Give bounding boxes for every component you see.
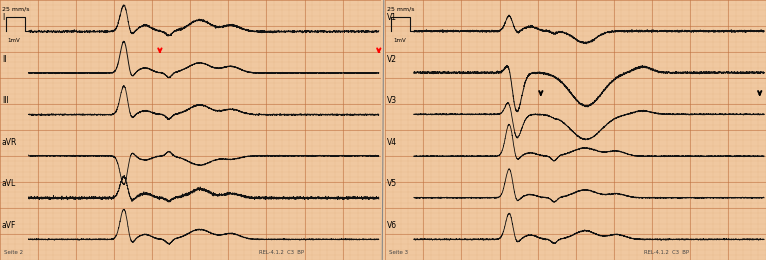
Text: V5: V5	[387, 179, 398, 188]
Text: aVL: aVL	[2, 179, 16, 188]
Text: 1mV: 1mV	[8, 38, 21, 43]
Text: REL-4.1.2  C3  BP: REL-4.1.2 C3 BP	[644, 250, 689, 255]
Text: V3: V3	[387, 96, 398, 105]
Text: Seite 2: Seite 2	[4, 250, 23, 255]
Text: V6: V6	[387, 221, 398, 230]
Text: 25 mm/s: 25 mm/s	[387, 6, 414, 11]
Text: V4: V4	[387, 138, 398, 147]
Text: III: III	[2, 96, 8, 105]
Text: I: I	[2, 13, 4, 22]
Text: Seite 3: Seite 3	[389, 250, 408, 255]
Text: aVR: aVR	[2, 138, 18, 147]
Text: 1mV: 1mV	[393, 38, 406, 43]
Text: V1: V1	[387, 13, 398, 22]
Text: V2: V2	[387, 55, 398, 64]
Text: aVF: aVF	[2, 221, 16, 230]
Text: II: II	[2, 55, 6, 64]
Text: 25 mm/s: 25 mm/s	[2, 6, 29, 11]
Text: REL-4.1.2  C3  BP: REL-4.1.2 C3 BP	[259, 250, 304, 255]
